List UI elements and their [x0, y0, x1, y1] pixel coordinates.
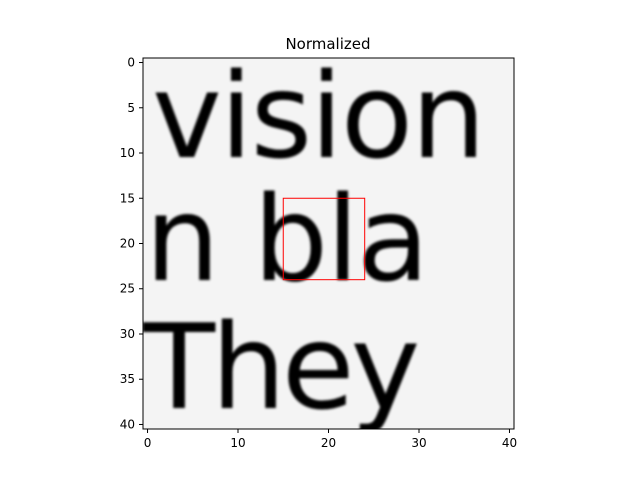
y-tick-label: 0 — [127, 56, 135, 70]
x-tick-label: 40 — [502, 436, 517, 450]
x-tick-label: 10 — [230, 436, 245, 450]
y-tick-label: 10 — [120, 146, 135, 160]
plot-background — [143, 58, 514, 429]
x-tick-label: 0 — [144, 436, 152, 450]
image-text-line-1: vision — [152, 47, 484, 185]
x-tick-label: 30 — [411, 436, 426, 450]
y-tick-label: 40 — [120, 417, 135, 431]
y-tick-label: 5 — [127, 101, 135, 115]
image-content: vision n bla They — [142, 47, 486, 436]
chart-title: Normalized — [285, 35, 370, 53]
y-tick-label: 20 — [120, 237, 135, 251]
highlight-box — [282, 197, 366, 281]
y-tick-label: 30 — [120, 327, 135, 341]
y-tick-label: 25 — [120, 282, 135, 296]
y-tick-label: 35 — [120, 372, 135, 386]
image-text-line-2: n bla — [145, 170, 427, 308]
x-tick-label: 20 — [321, 436, 336, 450]
y-tick-label: 15 — [120, 191, 135, 205]
image-text-line-3: They — [142, 298, 417, 436]
x-axis: 0 10 20 30 40 — [144, 429, 517, 450]
plot-area: vision n bla They — [142, 47, 515, 436]
y-axis: 0 5 10 15 20 25 30 35 40 — [120, 56, 143, 431]
